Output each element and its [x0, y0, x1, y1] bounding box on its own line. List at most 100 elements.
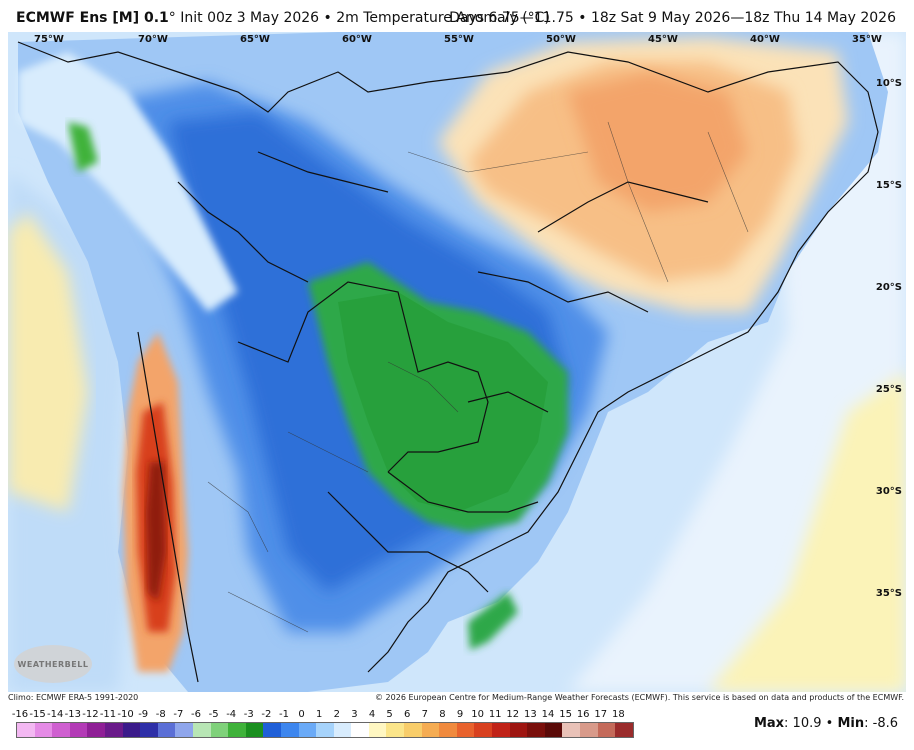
- colorbar-tick-label: 9: [456, 709, 464, 720]
- colorbar-tick-label: -12: [82, 709, 99, 720]
- lon-label-40w: 40°W: [750, 34, 780, 45]
- colorbar-tick-label: 18: [612, 709, 625, 720]
- weatherbell-logo: WEATHERBELL: [14, 645, 92, 683]
- colorbar-swatch: [245, 723, 264, 737]
- max-min-readout: Max: 10.9 • Min: -8.6: [754, 716, 898, 731]
- copyright-credit: © 2026 European Centre for Medium-Range …: [375, 693, 904, 702]
- colorbar-swatch: [351, 723, 369, 737]
- colorbar-tick-label: -13: [64, 709, 81, 720]
- colorbar-tick-label: 14: [541, 709, 555, 720]
- colorbar-tick-label: -5: [208, 709, 219, 720]
- colorbar-swatch: [157, 723, 176, 737]
- colorbar-swatch: [263, 723, 281, 737]
- title-details: Init 00z 3 May 2026 • 2m Temperature Ano…: [180, 10, 550, 26]
- colorbar-swatch: [87, 723, 105, 737]
- colorbar-tick-label: 2: [333, 709, 340, 720]
- lat-label-10s: 10°S: [875, 78, 902, 89]
- separator: •: [821, 716, 838, 731]
- lon-label-75w: 75°W: [34, 34, 64, 45]
- colorbar-swatch: [69, 723, 88, 737]
- colorbar-swatch: [562, 723, 580, 737]
- colorbar-swatch: [421, 723, 440, 737]
- lon-label-55w: 55°W: [444, 34, 474, 45]
- colorbar-swatch: [210, 723, 229, 737]
- colorbar-tick-label: -15: [29, 709, 46, 720]
- colorbar-tick-label: -11: [99, 709, 117, 720]
- colorbar-tick-label: -14: [47, 709, 64, 720]
- colorbar-swatch: [52, 723, 70, 737]
- colorbar-tick-label: 0: [298, 709, 305, 720]
- lat-label-15s: 15°S: [875, 180, 902, 191]
- map-header: ECMWF Ens [M] 0.1° Init 00z 3 May 2026 •…: [0, 0, 914, 32]
- colorbar-swatch: [386, 723, 405, 737]
- colorbar-tick-label: -9: [138, 709, 149, 720]
- colorbar-swatch: [597, 723, 616, 737]
- colorbar-swatch: [492, 723, 510, 737]
- colorbar-swatch: [333, 723, 352, 737]
- lat-label-25s: 25°S: [875, 384, 902, 395]
- colorbar-swatch: [175, 723, 193, 737]
- colorbar-tick-label: 3: [351, 709, 358, 720]
- lat-label-30s: 30°S: [875, 486, 902, 497]
- lon-label-70w: 70°W: [138, 34, 168, 45]
- colorbar-swatch: [439, 723, 457, 737]
- lon-label-60w: 60°W: [342, 34, 372, 45]
- colorbar-swatch: [474, 723, 493, 737]
- colorbar-swatch: [122, 723, 141, 737]
- colorbar-tick-label: 13: [524, 709, 537, 720]
- colorbar-swatch: [298, 723, 317, 737]
- min-value: : -8.6: [864, 716, 898, 731]
- colorbar-swatch: [228, 723, 246, 737]
- colorbar-labels: -16 -15 -14 -13 -12 -11 -10 -9 -8 -7 -6 -5 -4 -3 -2 -1 0…: [12, 709, 652, 721]
- colorbar-tick-label: -8: [155, 709, 166, 720]
- colorbar-tick-label: 7: [421, 709, 428, 720]
- colorbar-swatch: [316, 723, 334, 737]
- colorbar-tick-label: -7: [173, 709, 184, 720]
- colorbar: [16, 722, 634, 738]
- lon-label-45w: 45°W: [648, 34, 678, 45]
- colorbar-tick-label: 16: [576, 709, 590, 720]
- colorbar-swatch: [456, 723, 475, 737]
- colorbar-tick-label: 12: [506, 709, 520, 720]
- lon-label-50w: 50°W: [546, 34, 576, 45]
- model-name: ECMWF Ens [M] 0.1: [16, 10, 169, 26]
- lat-label-35s: 35°S: [875, 588, 902, 599]
- colorbar-tick-label: 10: [471, 709, 484, 720]
- map-canvas: [8, 32, 906, 692]
- min-label: Min: [837, 716, 865, 731]
- colorbar-swatch: [527, 723, 545, 737]
- colorbar-swatch: [140, 723, 158, 737]
- anomaly-map: [8, 32, 906, 692]
- colorbar-tick-label: 17: [594, 709, 608, 720]
- colorbar-swatch: [615, 723, 633, 737]
- max-label: Max: [753, 716, 785, 731]
- colorbar-tick-label: -16: [11, 709, 29, 720]
- colorbar-tick-label: -10: [117, 709, 134, 720]
- colorbar-swatch: [404, 723, 422, 737]
- max-value: : 10.9: [784, 716, 822, 731]
- colorbar-tick-label: 6: [404, 709, 411, 720]
- colorbar-tick-label: 1: [316, 709, 323, 720]
- colorbar-swatch: [580, 723, 598, 737]
- colorbar-tick-label: 11: [488, 709, 502, 720]
- colorbar-swatch: [34, 723, 53, 737]
- colorbar-swatch: [104, 723, 123, 737]
- colorbar-swatch: [368, 723, 387, 737]
- colorbar-swatch: [17, 723, 35, 737]
- colorbar-tick-label: 5: [386, 709, 393, 720]
- lon-label-35w: 35°W: [852, 34, 882, 45]
- colorbar-tick-label: -1: [279, 709, 289, 720]
- colorbar-swatch: [280, 723, 299, 737]
- colorbar-tick-label: 4: [368, 709, 376, 720]
- colorbar-swatch: [192, 723, 211, 737]
- degree-sign: °: [168, 10, 176, 26]
- valid-period: Days 6.75—11.75 • 18z Sat 9 May 2026—18z…: [449, 10, 896, 26]
- colorbar-tick-label: -4: [226, 709, 237, 720]
- colorbar-tick-label: 15: [559, 709, 572, 720]
- lat-label-20s: 20°S: [875, 282, 902, 293]
- colorbar-swatch: [509, 723, 528, 737]
- colorbar-swatch: [544, 723, 563, 737]
- colorbar-tick-label: 8: [439, 709, 446, 720]
- colorbar-tick-label: -3: [243, 709, 254, 720]
- climo-credit: Climo: ECMWF ERA-5 1991-2020: [8, 693, 139, 702]
